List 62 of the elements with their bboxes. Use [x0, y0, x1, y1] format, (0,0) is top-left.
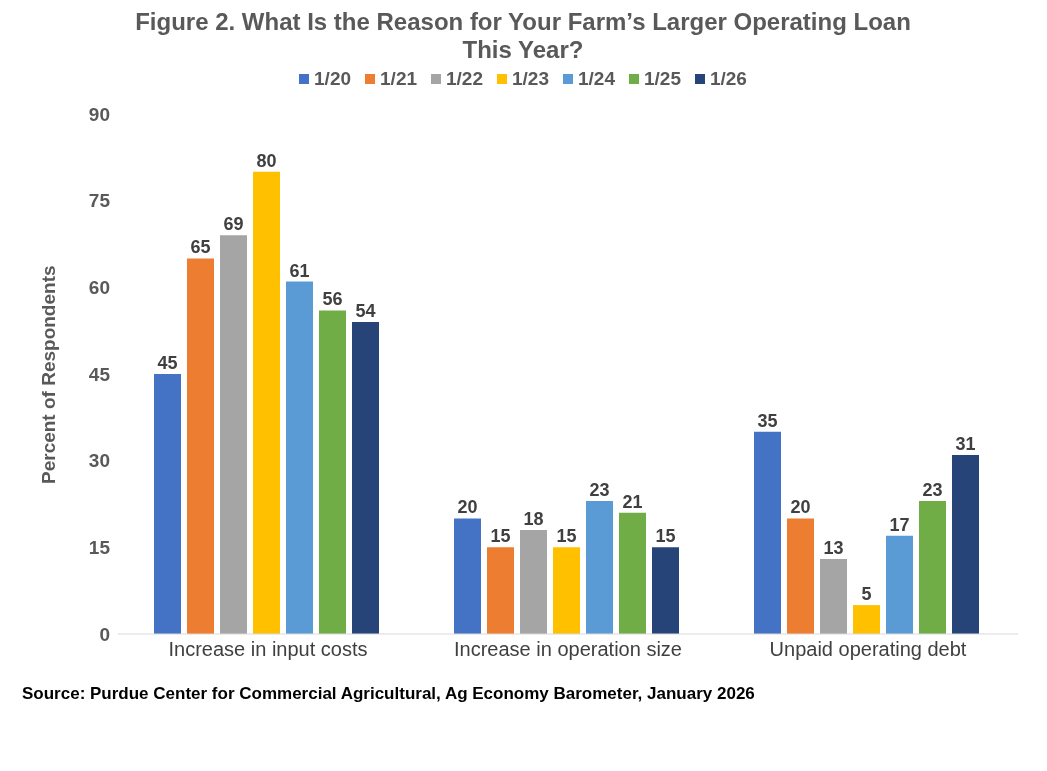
x-tick-label: Increase in operation size [454, 638, 682, 661]
data-label: 20 [790, 497, 811, 518]
bar [319, 310, 346, 634]
bar [787, 518, 814, 634]
bar [187, 258, 214, 634]
bar [352, 322, 379, 634]
bar [619, 512, 646, 634]
y-tick-label: 90 [88, 103, 110, 125]
bar [820, 558, 847, 634]
data-label: 5 [861, 584, 872, 605]
bar [652, 547, 679, 634]
chart-title: Figure 2. What Is the Reason for Your Farm’s Larger Operating Loan This Year? [134, 8, 912, 64]
source-note: Source: Purdue Center for Commercial Agricultural, Ag Economy Barometer, January 2026 [22, 684, 756, 704]
legend-label: 1/26 [709, 68, 747, 90]
legend-label: 1/25 [643, 68, 681, 90]
bar [253, 171, 280, 634]
x-tick-label: Increase in input costs [168, 638, 368, 661]
data-label: 80 [256, 150, 277, 171]
bar [952, 454, 979, 634]
data-label: 31 [955, 433, 976, 454]
data-label: 65 [190, 237, 211, 258]
y-tick-label: 45 [88, 363, 111, 385]
y-tick-label: 30 [88, 450, 110, 472]
y-tick-label: 15 [88, 537, 111, 559]
data-label: 69 [223, 214, 244, 235]
y-tick-label: 75 [88, 190, 111, 212]
bar [853, 605, 880, 634]
legend-label: 1/22 [446, 68, 483, 90]
bar [586, 501, 613, 634]
bar [919, 501, 946, 634]
data-label: 54 [355, 301, 376, 321]
x-tick-label: Unpaid operating debt [769, 638, 967, 661]
data-label: 17 [889, 514, 910, 535]
bar [553, 547, 580, 634]
data-label: 23 [589, 480, 610, 501]
bar [520, 530, 547, 634]
legend-label: 1/20 [314, 68, 352, 90]
bar [487, 547, 514, 634]
data-label: 56 [322, 289, 343, 310]
data-label: 15 [655, 526, 676, 547]
legend-label: 1/24 [577, 68, 615, 90]
bar [886, 535, 913, 634]
data-label: 15 [490, 526, 511, 547]
legend-label: 1/21 [380, 68, 418, 90]
data-label: 13 [823, 537, 844, 558]
bar [754, 431, 781, 634]
legend-label: 1/23 [512, 68, 549, 90]
data-label: 18 [523, 509, 544, 529]
bar [154, 374, 181, 634]
data-label: 15 [556, 526, 577, 547]
bar [454, 518, 481, 634]
bar [286, 281, 313, 634]
bar [220, 235, 247, 634]
data-label: 20 [457, 497, 478, 518]
y-tick-label: 0 [99, 623, 110, 645]
data-label: 35 [757, 410, 778, 431]
data-label: 45 [157, 353, 178, 373]
y-tick-label: 60 [88, 277, 110, 299]
data-label: 61 [289, 260, 310, 281]
data-label: 21 [622, 491, 643, 512]
y-axis-title: Percent of Respondents [37, 265, 59, 484]
data-label: 23 [922, 480, 943, 501]
